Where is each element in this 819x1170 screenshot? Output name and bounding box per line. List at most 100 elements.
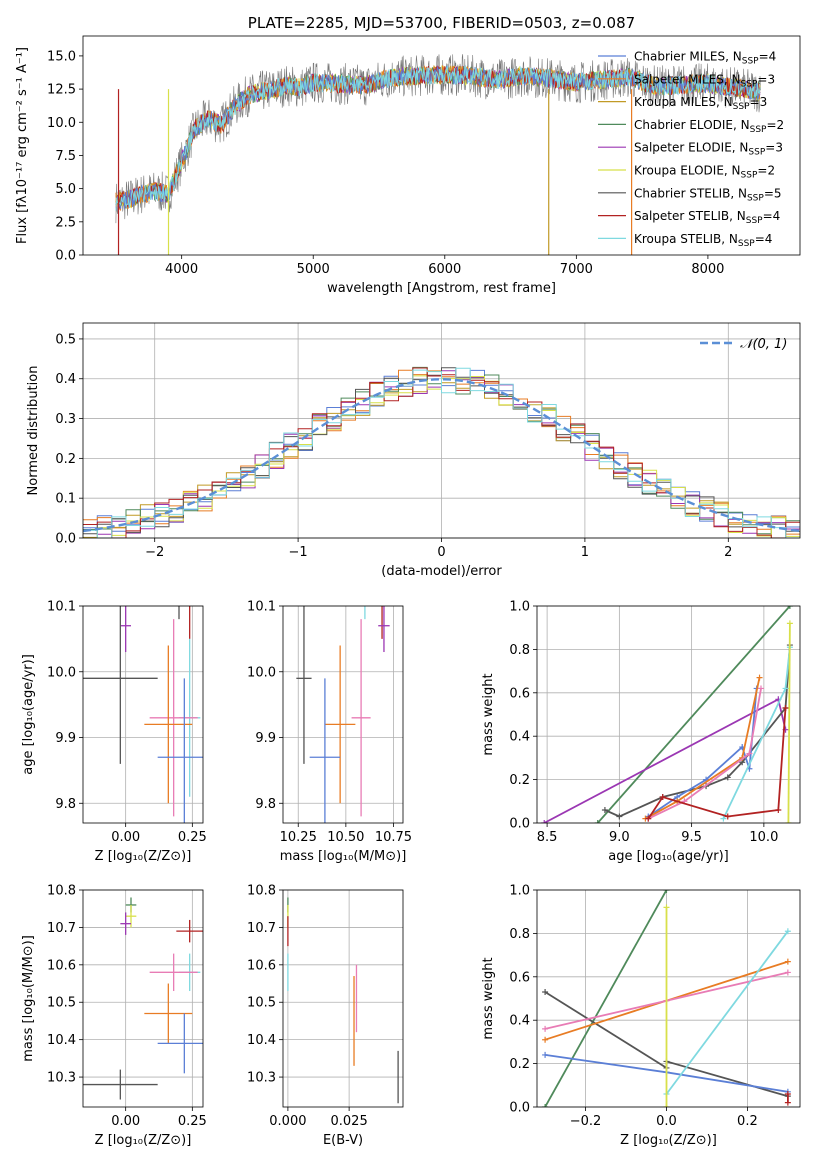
y-tick-label: 5.0	[55, 182, 76, 197]
weight-marker	[663, 890, 670, 893]
weight-series	[787, 623, 791, 823]
plot-area	[296, 606, 390, 823]
y-tick-label: 0.3	[55, 412, 76, 427]
weight-series	[604, 645, 791, 818]
axes-frame	[536, 605, 801, 824]
weight-marker	[746, 750, 753, 757]
weight-marker	[784, 1090, 791, 1097]
chart-title: PLATE=2285, MJD=53700, FIBERID=0503, z=0…	[248, 14, 635, 32]
weight-marker	[782, 685, 789, 692]
weight-marker	[784, 958, 791, 965]
y-tick-label: 2.5	[55, 215, 76, 230]
weight-series	[665, 930, 789, 1095]
error-bar-point	[144, 645, 193, 804]
weight-marker	[616, 813, 623, 820]
error-bar-point	[324, 645, 356, 804]
y-tick-label: 10.8	[247, 884, 276, 899]
legend-entry: Chabrier MILES, NSSP=4	[634, 50, 776, 67]
mass-vs-extinction-panel: 0.000 0.025 10.3 10.4 10.5 10.6 10.7 10.8 E(B-V)	[247, 884, 404, 1148]
axes-frame	[282, 889, 404, 1108]
weight-marker	[784, 969, 791, 976]
axes-frame	[82, 889, 204, 1108]
legend-entry: Kroupa MILES, NSSP=3	[634, 95, 767, 112]
y-tick-label: 10.5	[47, 996, 76, 1011]
legend-entry: Chabrier STELIB, NSSP=5	[634, 186, 782, 203]
plot-area	[83, 537, 203, 823]
y-tick-label: 10.6	[247, 958, 276, 973]
x-tick-label: 9.5	[681, 830, 702, 845]
x-tick-label: 0.2	[737, 1114, 758, 1129]
weight-series	[597, 606, 791, 823]
error-bar-point	[381, 606, 383, 639]
y-tick-label: 10.6	[47, 958, 76, 973]
x-axis-label: age [log₁₀(age/yr)]	[608, 849, 729, 864]
y-tick-label: 10.5	[247, 996, 276, 1011]
mass-weight-vs-metallicity-panel: −0.2 0.0 0.2 0.0 0.2 0.4 0.6 0.8 1.0 Z [log₁₀(Z/Z…	[481, 884, 801, 1148]
weight-marker	[542, 1051, 549, 1058]
y-tick-label: 10.0	[47, 116, 76, 131]
x-tick-label: 0.025	[331, 1114, 368, 1129]
y-tick-label: 9.8	[255, 797, 276, 812]
y-axis-label: mass weight	[481, 673, 496, 755]
x-tick-label: 0	[437, 545, 445, 560]
x-tick-label: 10.50	[327, 830, 364, 845]
y-tick-label: 1.0	[509, 884, 530, 899]
weight-marker	[784, 928, 791, 935]
weight-marker	[663, 904, 670, 911]
weight-marker	[784, 1099, 791, 1106]
y-tick-label: 10.7	[247, 921, 276, 936]
legend-entry: Salpeter STELIB, NSSP=4	[634, 209, 780, 226]
y-tick-label: 10.8	[47, 884, 76, 899]
x-tick-label: 7000	[560, 262, 593, 277]
axes-frame	[82, 322, 801, 539]
weight-series	[544, 890, 668, 1107]
x-axis-label: mass [log₁₀(M/M⊙)]	[280, 849, 407, 864]
y-axis-label: mass weight	[481, 957, 496, 1039]
axes-frame	[536, 889, 801, 1108]
weight-marker	[782, 704, 789, 711]
error-bar-point	[144, 983, 193, 1044]
y-tick-label: 10.3	[247, 1071, 276, 1086]
y-tick-label: 0.2	[509, 773, 530, 788]
y-tick-label: 9.8	[55, 797, 76, 812]
weight-marker	[594, 820, 601, 823]
y-tick-label: 0.0	[55, 249, 76, 264]
x-tick-label: −1	[289, 545, 308, 560]
y-tick-label: 10.1	[247, 600, 276, 615]
x-tick-label: 5000	[297, 262, 330, 277]
x-tick-label: −2	[145, 545, 164, 560]
y-tick-label: 7.5	[55, 149, 76, 164]
legend-entry: Kroupa ELODIE, NSSP=2	[634, 164, 775, 181]
x-tick-label: 0.00	[111, 1114, 140, 1129]
plot-area	[287, 897, 399, 1104]
y-tick-label: 10.4	[247, 1033, 276, 1048]
legend-entry: Chabrier ELODIE, NSSP=2	[634, 118, 784, 135]
y-tick-label: 0.6	[509, 970, 530, 985]
y-tick-label: 15.0	[47, 49, 76, 64]
weight-marker	[659, 793, 666, 800]
legend-entry: Kroupa STELIB, NSSP=4	[634, 232, 772, 249]
weight-marker	[724, 774, 731, 781]
y-tick-label: 0.2	[509, 1057, 530, 1072]
weight-marker	[663, 1104, 670, 1107]
error-bar-point	[364, 606, 366, 620]
y-tick-label: 0.6	[509, 686, 530, 701]
weight-marker	[542, 1025, 549, 1032]
x-tick-label: 10.25	[280, 830, 317, 845]
x-tick-label: 8000	[691, 262, 724, 277]
y-tick-label: 10.4	[47, 1033, 76, 1048]
error-bar-point	[120, 912, 131, 935]
mass-weight-vs-age-panel: 8.5 9.0 9.5 10.0 0.0 0.2 0.4 0.6 0.8 1.0 age [log₁…	[481, 600, 801, 864]
error-bar-point	[83, 1069, 158, 1100]
error-bar-point	[351, 619, 371, 817]
error-bar-point	[126, 537, 137, 603]
y-axis-label: age [log₁₀(age/yr)]	[21, 654, 36, 775]
error-bar-point	[178, 606, 180, 620]
x-axis-label: Z [log₁₀(Z/Z⊙)]	[620, 1133, 717, 1148]
x-tick-label: 0.00	[111, 830, 140, 845]
y-tick-label: 10.0	[247, 665, 276, 680]
y-tick-label: 10.1	[47, 600, 76, 615]
y-tick-label: 10.0	[47, 665, 76, 680]
x-axis-label: Z [log₁₀(Z/Z⊙)]	[95, 1133, 192, 1148]
